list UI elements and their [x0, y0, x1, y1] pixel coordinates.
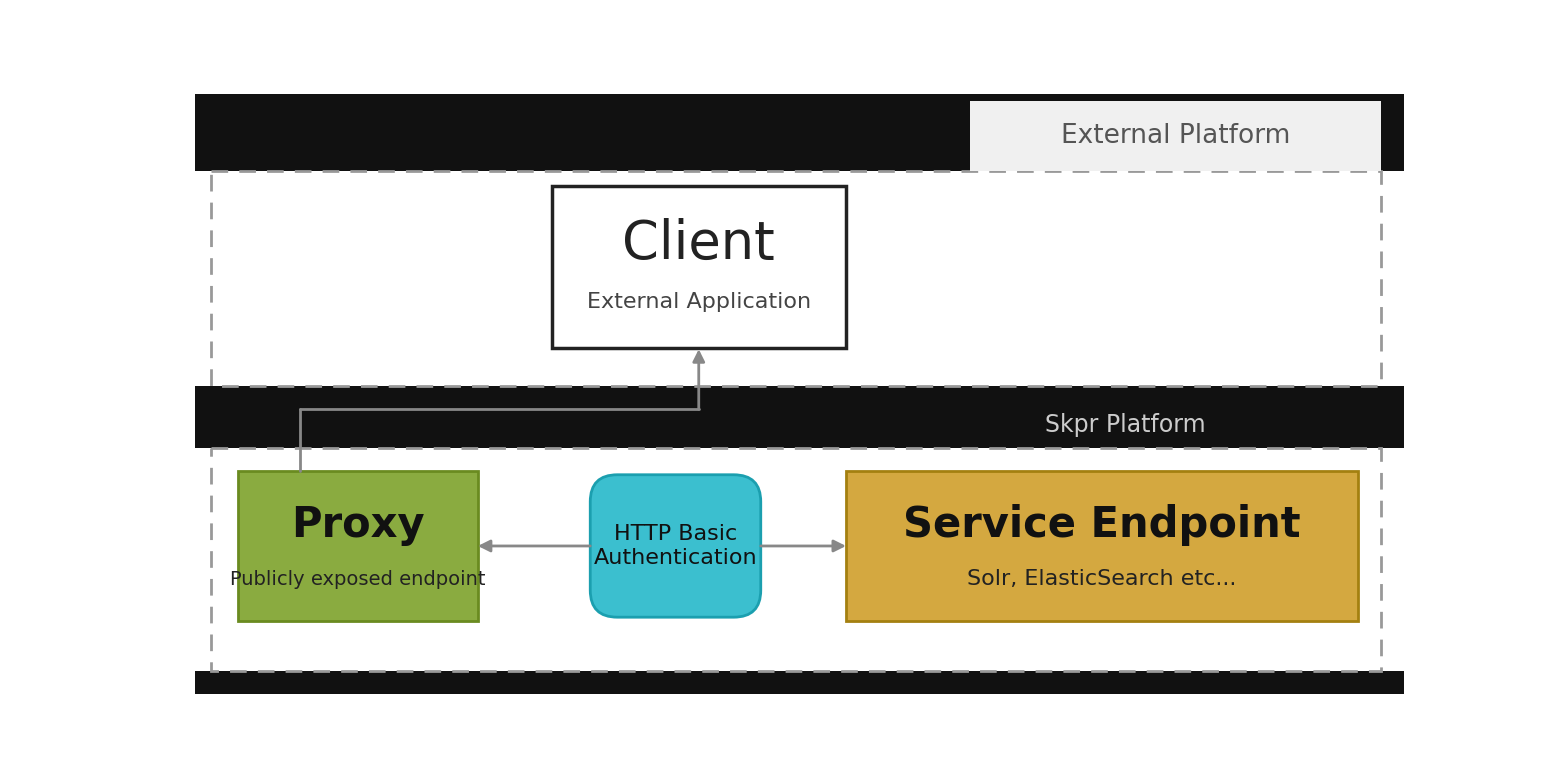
Text: Publicly exposed endpoint: Publicly exposed endpoint	[229, 569, 485, 588]
Text: External Platform: External Platform	[1061, 123, 1290, 149]
Text: Skpr Platform: Skpr Platform	[1045, 413, 1206, 437]
FancyBboxPatch shape	[970, 101, 1381, 171]
FancyBboxPatch shape	[846, 471, 1357, 621]
FancyBboxPatch shape	[211, 171, 1381, 386]
Text: External Application: External Application	[587, 292, 811, 313]
FancyBboxPatch shape	[552, 186, 846, 348]
Text: Client: Client	[622, 218, 775, 270]
FancyBboxPatch shape	[237, 471, 477, 621]
FancyBboxPatch shape	[195, 94, 1404, 171]
Text: HTTP Basic
Authentication: HTTP Basic Authentication	[594, 524, 757, 568]
FancyBboxPatch shape	[195, 671, 1404, 694]
FancyBboxPatch shape	[590, 475, 761, 617]
Text: Service Endpoint: Service Endpoint	[903, 504, 1301, 546]
FancyBboxPatch shape	[195, 386, 1404, 448]
Text: Solr, ElasticSearch etc...: Solr, ElasticSearch etc...	[967, 569, 1237, 589]
Text: Proxy: Proxy	[290, 504, 424, 546]
FancyBboxPatch shape	[211, 448, 1381, 671]
